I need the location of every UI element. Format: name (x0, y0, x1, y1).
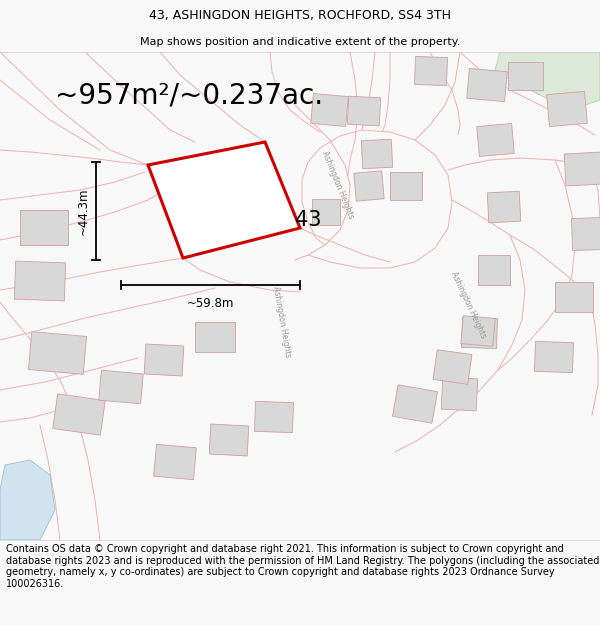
Text: Ashingdon Heights: Ashingdon Heights (271, 286, 293, 358)
Bar (354, 171, 384, 201)
Bar (312, 199, 340, 225)
Bar (547, 91, 587, 127)
Bar (487, 191, 521, 223)
Text: ~957m²/~0.237ac.: ~957m²/~0.237ac. (55, 82, 323, 110)
Polygon shape (0, 460, 55, 540)
Bar (508, 62, 543, 90)
Bar (20, 210, 68, 245)
Bar (390, 172, 422, 200)
Bar (361, 139, 393, 169)
Bar (461, 316, 495, 346)
Bar (144, 344, 184, 376)
Bar (461, 318, 497, 349)
Bar (433, 350, 472, 384)
Bar (254, 401, 293, 432)
Text: 43: 43 (295, 210, 322, 230)
Bar (571, 217, 600, 251)
Text: Map shows position and indicative extent of the property.: Map shows position and indicative extent… (140, 37, 460, 47)
Bar (28, 332, 86, 374)
Bar (478, 255, 510, 285)
Polygon shape (495, 52, 600, 110)
Bar (392, 385, 437, 423)
Bar (415, 56, 448, 86)
Text: 43, ASHINGDON HEIGHTS, ROCHFORD, SS4 3TH: 43, ASHINGDON HEIGHTS, ROCHFORD, SS4 3TH (149, 9, 451, 22)
Bar (441, 377, 478, 411)
Text: Contains OS data © Crown copyright and database right 2021. This information is : Contains OS data © Crown copyright and d… (6, 544, 599, 589)
Text: Ashingdon Heights: Ashingdon Heights (320, 150, 356, 220)
Text: Ashingdon Heights: Ashingdon Heights (449, 270, 487, 340)
Bar (535, 341, 574, 372)
Bar (347, 96, 381, 126)
Bar (154, 444, 196, 479)
Bar (209, 424, 249, 456)
Bar (99, 370, 143, 404)
Bar (311, 94, 348, 126)
Text: ~59.8m: ~59.8m (187, 297, 234, 310)
Bar (564, 152, 600, 186)
Text: ~44.3m: ~44.3m (77, 188, 90, 235)
Bar (467, 68, 507, 102)
Bar (195, 322, 235, 352)
Bar (477, 124, 514, 156)
Bar (555, 282, 593, 312)
Polygon shape (148, 142, 300, 258)
Bar (14, 261, 65, 301)
Bar (53, 394, 105, 435)
